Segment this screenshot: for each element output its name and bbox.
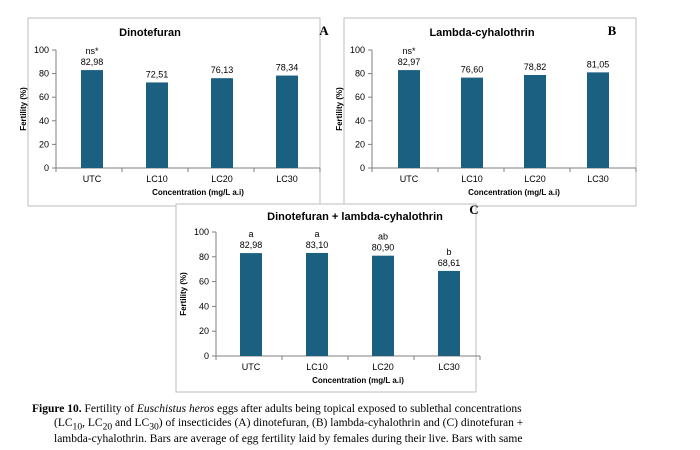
bar-lc30 bbox=[438, 270, 460, 356]
y-tick-label: 20 bbox=[199, 326, 209, 336]
panel-letter: B bbox=[608, 23, 617, 38]
bar-value-label: 72,51 bbox=[146, 69, 169, 79]
bar-lc10 bbox=[306, 252, 328, 356]
caption-line-3: lambda-cyhalothrin. Bars are average of … bbox=[54, 433, 523, 446]
bar-lc30 bbox=[587, 72, 609, 168]
caption-line-2: (LC10, LC20 and LC30) of insecticides (A… bbox=[32, 417, 652, 434]
caption-text-1: Fertility of bbox=[81, 403, 137, 415]
bar-annotation: ab bbox=[378, 232, 388, 242]
bar-utc bbox=[398, 70, 420, 168]
y-tick-label: 100 bbox=[194, 227, 209, 237]
y-tick-label: 20 bbox=[39, 139, 49, 149]
y-axis-label: Fertility (%) bbox=[19, 87, 28, 131]
x-tick-label: LC10 bbox=[461, 174, 483, 184]
caption-label: Figure 10. bbox=[32, 403, 82, 415]
caption-sub-lc20: 20 bbox=[102, 420, 113, 432]
x-axis-label: Concentration (mg/L a.i) bbox=[152, 188, 244, 197]
y-tick-label: 60 bbox=[355, 92, 365, 102]
y-tick-label: 0 bbox=[360, 163, 365, 173]
y-tick-label: 80 bbox=[39, 69, 49, 79]
y-tick-label: 40 bbox=[355, 116, 365, 126]
caption-sub-lc30: 30 bbox=[149, 420, 159, 432]
x-tick-label: LC10 bbox=[146, 174, 168, 184]
bar-annotation: a bbox=[248, 229, 253, 239]
bar-utc bbox=[240, 253, 262, 356]
bar-value-label: 83,10 bbox=[306, 240, 329, 250]
bar-lc10 bbox=[146, 82, 168, 168]
bar-value-label: 76,60 bbox=[461, 65, 484, 75]
bar-lc20 bbox=[211, 78, 233, 168]
bar-value-label: 81,05 bbox=[587, 59, 610, 69]
caption-text-2: eggs after adults being topical exposed … bbox=[214, 403, 522, 415]
bar-utc bbox=[81, 70, 103, 168]
bar-value-label: 80,90 bbox=[372, 243, 395, 253]
y-tick-label: 60 bbox=[39, 92, 49, 102]
x-tick-label: LC30 bbox=[276, 174, 298, 184]
y-tick-label: 0 bbox=[204, 351, 209, 361]
panel-letter: A bbox=[319, 23, 329, 38]
y-tick-label: 20 bbox=[355, 139, 365, 149]
panel-letter: C bbox=[469, 202, 478, 217]
chart-title: Dinotefuran bbox=[119, 27, 181, 39]
bar-value-label: 78,34 bbox=[276, 63, 299, 73]
chart-panel-c: Dinotefuran + lambda-cyhalothrin C 0 20 40 60… bbox=[175, 202, 481, 393]
chart-panel-a: Dinotefuran A 0 20 40 60 80 100 Fertility (%) 82,… bbox=[19, 17, 329, 207]
caption-line2-part2: , LC bbox=[82, 416, 103, 429]
caption-sub-lc10: 10 bbox=[72, 420, 83, 432]
figure-canvas: Dinotefuran A 0 20 40 60 80 100 Fertility (%) 82,… bbox=[19, 17, 637, 393]
y-tick-label: 100 bbox=[350, 45, 365, 55]
bar-annotation: ns* bbox=[85, 46, 99, 56]
x-tick-label: UTC bbox=[83, 174, 102, 184]
bar-value-label: 82,98 bbox=[81, 57, 104, 67]
y-tick-label: 0 bbox=[44, 163, 49, 173]
x-tick-label: LC20 bbox=[524, 174, 546, 184]
bar-value-label: 76,13 bbox=[211, 65, 234, 75]
x-tick-label: LC20 bbox=[211, 174, 233, 184]
x-tick-label: LC30 bbox=[587, 174, 609, 184]
figure-caption: Figure 10. Fertility of Euschistus heros… bbox=[32, 403, 652, 447]
bar-value-label: 68,61 bbox=[438, 258, 461, 268]
y-tick-label: 40 bbox=[199, 301, 209, 311]
y-tick-label: 100 bbox=[34, 45, 49, 55]
chart-frame bbox=[27, 17, 321, 207]
y-axis-label: Fertility (%) bbox=[179, 272, 188, 316]
y-tick-label: 60 bbox=[199, 277, 209, 287]
chart-panel-b: Lambda-cyhalothrin B 0 20 40 60 80 100 Fertility… bbox=[335, 17, 637, 207]
x-tick-label: LC30 bbox=[438, 362, 460, 372]
bar-lc20 bbox=[524, 74, 546, 168]
caption-line2-part3: and LC bbox=[112, 416, 150, 429]
y-tick-label: 80 bbox=[355, 69, 365, 79]
caption-line2-part1: (LC bbox=[54, 416, 73, 429]
bar-annotation: a bbox=[314, 229, 319, 239]
bar-annotation: b bbox=[446, 247, 451, 257]
x-tick-label: LC10 bbox=[306, 362, 328, 372]
bar-lc20 bbox=[372, 255, 394, 356]
caption-species: Euschistus heros bbox=[136, 403, 215, 415]
chart-title: Lambda-cyhalothrin bbox=[429, 27, 534, 39]
y-tick-label: 80 bbox=[199, 252, 209, 262]
bar-value-label: 78,82 bbox=[524, 62, 547, 72]
caption-line2-part4: ) of insecticides (A) dinotefuran, (B) l… bbox=[158, 416, 524, 429]
bar-value-label: 82,97 bbox=[398, 57, 421, 67]
x-tick-label: LC20 bbox=[372, 362, 394, 372]
x-axis-label: Concentration (mg/L a.i) bbox=[312, 376, 404, 385]
bar-annotation: ns* bbox=[402, 46, 416, 56]
x-tick-label: UTC bbox=[400, 174, 419, 184]
y-tick-label: 40 bbox=[39, 116, 49, 126]
bar-lc10 bbox=[461, 77, 483, 168]
x-axis-label: Concentration (mg/L a.i) bbox=[468, 188, 560, 197]
x-tick-label: UTC bbox=[242, 362, 261, 372]
chart-title: Dinotefuran + lambda-cyhalothrin bbox=[267, 211, 443, 223]
bar-lc30 bbox=[276, 75, 298, 168]
y-axis-label: Fertility (%) bbox=[335, 87, 344, 131]
bar-value-label: 82,98 bbox=[240, 240, 263, 250]
